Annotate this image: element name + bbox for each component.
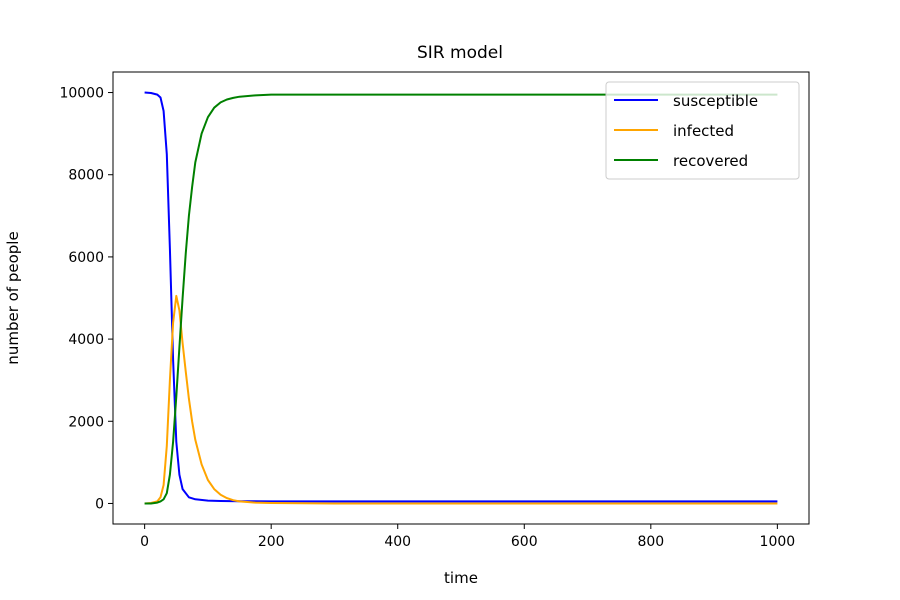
y-tick-label: 4000 — [68, 332, 104, 348]
x-tick-label: 1000 — [760, 534, 796, 550]
series-layer — [144, 91, 778, 505]
x-axis-ticks: 0 200 400 600 800 1000 — [140, 524, 795, 550]
legend-label-susceptible: susceptible — [673, 92, 758, 110]
x-tick-label: 800 — [637, 534, 664, 550]
x-tick-label: 0 — [140, 534, 149, 550]
x-tick-label: 200 — [258, 534, 285, 550]
y-tick-label: 0 — [95, 496, 104, 512]
series-line-susceptible — [144, 91, 778, 503]
x-axis-title: time — [444, 569, 478, 587]
y-axis-ticks: 0 2000 4000 6000 8000 10000 — [59, 86, 113, 512]
y-tick-label: 10000 — [59, 86, 104, 102]
y-axis-title: number of people — [4, 231, 22, 364]
x-tick-label: 600 — [511, 534, 538, 550]
chart-title: SIR model — [417, 43, 503, 63]
plot-frame — [112, 71, 810, 525]
y-tick-label: 2000 — [68, 414, 104, 430]
y-tick-label: 8000 — [68, 168, 104, 184]
x-tick-label: 400 — [384, 534, 411, 550]
legend-box — [605, 81, 800, 180]
legend: susceptible infected recovered — [605, 81, 800, 180]
y-tick-label: 6000 — [68, 250, 104, 266]
legend-label-infected: infected — [673, 122, 734, 140]
series-line-infected — [144, 294, 778, 505]
series-line-recovered — [144, 93, 778, 505]
legend-label-recovered: recovered — [673, 152, 748, 170]
